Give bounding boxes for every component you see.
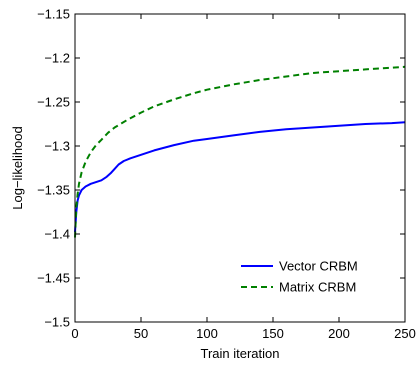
- y-tick-label: −1.35: [37, 183, 70, 198]
- ticks-layer: 0 50 100 150 200 250 −1.5 −1.45 −1.4 −1.35 −1.3 −1.…: [37, 7, 416, 342]
- y-tick-label: −1.3: [44, 139, 70, 154]
- y-tick-label: −1.5: [44, 315, 70, 330]
- series-line-vector-crbm: [74, 121, 406, 233]
- plot-frame: [74, 13, 406, 323]
- y-tick-label: −1.45: [37, 271, 70, 286]
- y-tick-label: −1.25: [37, 95, 70, 110]
- legend-label: Vector CRBM: [279, 259, 358, 274]
- series-layer: [74, 65, 406, 238]
- x-axis-title: Train iteration: [201, 346, 280, 361]
- legend-box: [236, 253, 398, 299]
- x-tick-label: 200: [328, 326, 350, 341]
- y-axis-title: Log−likelihood: [10, 126, 25, 209]
- x-tick-label: 0: [71, 326, 78, 341]
- x-tick-label: 100: [196, 326, 218, 341]
- y-tick-label: −1.2: [44, 51, 70, 66]
- x-tick-label: 50: [134, 326, 148, 341]
- series-line-matrix-crbm: [74, 65, 406, 238]
- x-tick-label: 150: [262, 326, 284, 341]
- y-tick-label: −1.15: [37, 7, 70, 22]
- y-tick-label: −1.4: [44, 227, 70, 242]
- legend: Vector CRBM Matrix CRBM: [236, 253, 398, 299]
- x-tick-label: 250: [394, 326, 416, 341]
- legend-label: Matrix CRBM: [279, 280, 356, 295]
